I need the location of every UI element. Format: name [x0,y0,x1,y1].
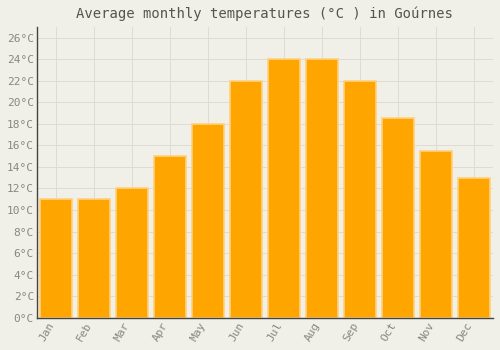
Bar [78,199,110,318]
Bar [154,156,186,318]
Bar [420,151,452,318]
Bar [458,178,490,318]
Bar [306,59,338,318]
Bar [382,118,414,318]
Bar [192,124,224,318]
Bar [344,80,376,318]
Bar [40,199,72,318]
Bar [116,188,148,318]
Bar [268,59,300,318]
Bar [230,80,262,318]
Title: Average monthly temperatures (°C ) in Goúrnes: Average monthly temperatures (°C ) in Go… [76,7,454,21]
